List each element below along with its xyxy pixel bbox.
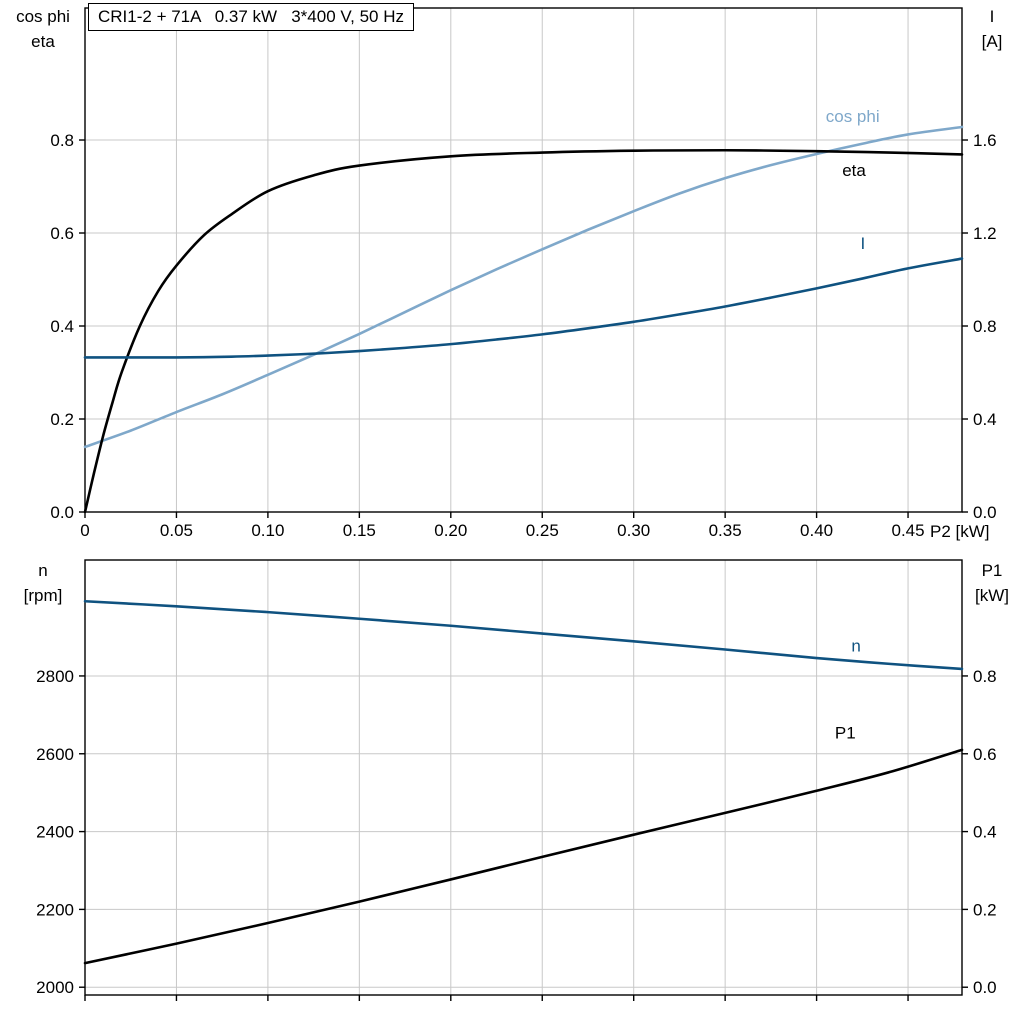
y-tick-label-right: 0.0 [973, 978, 997, 997]
y-tick-label-right: 0.8 [973, 667, 997, 686]
x-tick-label: 0.40 [800, 521, 833, 540]
y-tick-label-right: 0.4 [973, 823, 997, 842]
bottom-chart-right-axis-title: P1 [kW] [964, 558, 1020, 608]
series-p1-curve [83, 748, 964, 965]
series-label-cos-phi: cos phi [826, 107, 880, 126]
series-eta-curve [83, 148, 964, 514]
series-label-n: n [851, 637, 860, 656]
top-chart-left-axis-title: cos phi eta [4, 4, 82, 54]
y-tick-label-right: 1.6 [973, 131, 997, 150]
y-tick-label-left: 2800 [36, 667, 74, 686]
x-tick-label: 0.25 [526, 521, 559, 540]
y-tick-label-left: 2200 [36, 900, 74, 919]
x-tick-label: 0 [80, 521, 89, 540]
plot-border [84, 7, 963, 513]
axis-title-cos-phi: cos phi [16, 7, 70, 26]
x-tick-label: 0.35 [709, 521, 742, 540]
y-tick-label-left: 0.2 [50, 410, 74, 429]
series-i-curve [83, 257, 964, 359]
series-cos-phi-curve [83, 125, 964, 449]
y-tick-label-right: 0.0 [973, 503, 997, 522]
axis-title-eta: eta [31, 32, 55, 51]
y-tick-label-left: 2000 [36, 978, 74, 997]
axis-title-p1-unit: [kW] [975, 586, 1009, 605]
axis-title-current-unit: [A] [981, 32, 1003, 51]
plot-border [84, 559, 963, 996]
y-tick-label-right: 0.2 [973, 900, 997, 919]
y-tick-label-left: 2400 [36, 823, 74, 842]
bottom-chart-left-axis-title: n [rpm] [4, 558, 82, 608]
y-tick-label-left: 0.4 [50, 317, 74, 336]
y-tick-label-right: 0.4 [973, 410, 997, 429]
x-tick-label: 0.20 [434, 521, 467, 540]
series-n-curve [83, 599, 964, 671]
y-tick-label-left: 0.6 [50, 224, 74, 243]
axis-title-speed: n [38, 561, 48, 580]
series-label-p1: P1 [835, 723, 856, 742]
x-tick-label: 0.30 [617, 521, 650, 540]
axis-title-current: I [989, 7, 995, 26]
y-tick-label-right: 1.2 [973, 224, 997, 243]
axis-title-speed-unit: [rpm] [23, 586, 63, 605]
y-tick-label-left: 0.8 [50, 131, 74, 150]
y-tick-label-left: 0.0 [50, 503, 74, 522]
x-tick-label: 0.15 [343, 521, 376, 540]
series-label-eta: eta [842, 161, 866, 180]
x-tick-label: 0.05 [160, 521, 193, 540]
y-tick-label-right: 0.8 [973, 317, 997, 336]
y-tick-label-left: 2600 [36, 745, 74, 764]
x-tick-label: 0.10 [251, 521, 284, 540]
axis-title-p1: P1 [981, 561, 1003, 580]
chart-title-box: CRI1-2 + 71A 0.37 kW 3*400 V, 50 Hz [88, 3, 415, 31]
top-chart-right-axis-title: I [A] [964, 4, 1020, 54]
x-tick-label: 0.45 [891, 521, 924, 540]
y-tick-label-right: 0.6 [973, 745, 997, 764]
series-label-i: I [860, 234, 865, 253]
x-axis-label-p2: P2 [kW] [930, 522, 990, 541]
